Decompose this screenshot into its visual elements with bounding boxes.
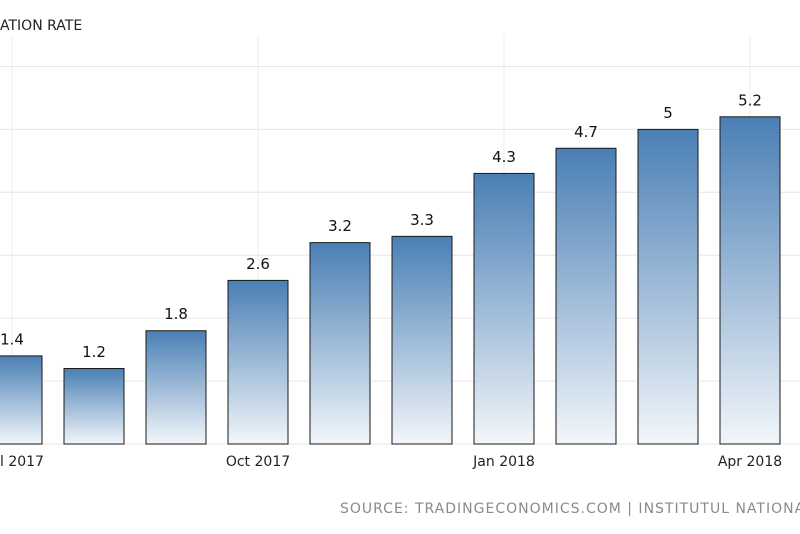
bar bbox=[391, 235, 453, 445]
bar bbox=[309, 242, 371, 445]
bar bbox=[63, 367, 125, 445]
bar bbox=[719, 116, 781, 445]
bar bbox=[473, 172, 535, 445]
x-tick-label: Oct 2017 bbox=[226, 454, 290, 470]
data-label: 5 bbox=[663, 104, 673, 122]
data-label: 4.7 bbox=[574, 123, 598, 141]
source: SOURCE: TRADINGECONOMICS.COM | INSTITUTU… bbox=[340, 501, 800, 517]
data-label: 1.4 bbox=[0, 330, 24, 348]
data-label: 1.8 bbox=[164, 305, 188, 323]
bar bbox=[0, 355, 43, 445]
data-label: 1.2 bbox=[82, 343, 106, 361]
bar bbox=[555, 147, 617, 445]
data-label: 3.2 bbox=[328, 217, 352, 235]
bar bbox=[637, 128, 699, 445]
x-tick-label: l 2017 bbox=[0, 454, 44, 470]
data-label: 2.6 bbox=[246, 255, 270, 273]
data-label: 5.2 bbox=[738, 91, 762, 109]
chart-title: ATION RATE bbox=[0, 18, 82, 34]
data-label: 3.3 bbox=[410, 211, 434, 229]
data-label: 4.3 bbox=[492, 148, 516, 166]
bar bbox=[227, 279, 289, 445]
x-tick-label: Jan 2018 bbox=[472, 454, 535, 470]
bar bbox=[145, 330, 207, 445]
x-tick-label: Apr 2018 bbox=[718, 454, 782, 470]
